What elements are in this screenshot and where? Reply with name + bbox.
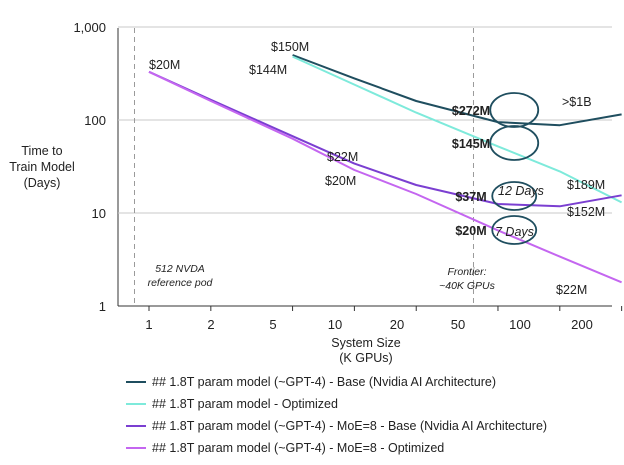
x-tick-label: 100 bbox=[509, 317, 531, 332]
highlight-circles bbox=[489, 92, 540, 245]
data-label-highlight: $37M bbox=[455, 190, 486, 204]
data-label: $20M bbox=[325, 174, 356, 188]
duration-label: 7 Days bbox=[495, 225, 534, 239]
data-label: $150M bbox=[271, 40, 309, 54]
series-lines bbox=[148, 54, 623, 284]
x-tick-label: 20 bbox=[390, 317, 404, 332]
x-tick-label: 10 bbox=[328, 317, 342, 332]
series-line bbox=[292, 55, 623, 204]
x-tick-label: 1 bbox=[145, 317, 152, 332]
series-line bbox=[292, 54, 622, 127]
x-tick-label: 2 bbox=[207, 317, 214, 332]
y-axis-title-line: (Days) bbox=[24, 176, 61, 190]
highlight-circle bbox=[489, 92, 540, 128]
data-label: >$1B bbox=[562, 95, 592, 109]
y-axis-title-line: Time to bbox=[21, 144, 62, 158]
legend: ## 1.8T param model (~GPT-4) - Base (Nvi… bbox=[126, 375, 547, 455]
y-tick-label: 1 bbox=[99, 299, 106, 314]
legend-label: ## 1.8T param model (~GPT-4) - MoE=8 - B… bbox=[152, 419, 547, 433]
y-tick-label: 10 bbox=[92, 206, 106, 221]
x-tick-label: 200 bbox=[571, 317, 593, 332]
x-axis-title-line: System Size bbox=[331, 336, 401, 350]
data-label: $22M bbox=[327, 150, 358, 164]
duration-label: 12 Days bbox=[498, 184, 544, 198]
reference-note: reference pod bbox=[148, 277, 214, 289]
data-label: $22M bbox=[556, 283, 587, 297]
reference-note: 512 NVDA bbox=[155, 263, 205, 275]
data-label-highlight: $145M bbox=[452, 137, 490, 151]
data-label: $144M bbox=[249, 63, 287, 77]
data-label-highlight: $272M bbox=[452, 104, 490, 118]
y-tick-label: 100 bbox=[84, 113, 106, 128]
reference-note: Frontier: bbox=[447, 266, 486, 278]
y-tick-label: 1,000 bbox=[73, 20, 106, 35]
x-tick-label: 5 bbox=[269, 317, 276, 332]
data-label: $189M bbox=[567, 178, 605, 192]
y-axis-title-line: Train Model bbox=[9, 160, 75, 174]
highlight-circle bbox=[491, 215, 538, 245]
legend-label: ## 1.8T param model (~GPT-4) - MoE=8 - O… bbox=[152, 441, 444, 455]
legend-label: ## 1.8T param model (~GPT-4) - Base (Nvi… bbox=[152, 375, 496, 389]
x-axis-title-line: (K GPUs) bbox=[339, 351, 392, 365]
data-label: $152M bbox=[567, 205, 605, 219]
gridlines bbox=[118, 26, 623, 311]
data-label: $20M bbox=[149, 58, 180, 72]
highlight-circle bbox=[491, 181, 538, 211]
series-line bbox=[148, 70, 622, 208]
reference-note: ~40K GPUs bbox=[439, 280, 495, 292]
highlight-circle bbox=[489, 125, 540, 161]
legend-label: ## 1.8T param model - Optimized bbox=[152, 397, 338, 411]
x-tick-label: 50 bbox=[451, 317, 465, 332]
reference-lines bbox=[134, 28, 474, 306]
series-line bbox=[148, 70, 622, 284]
data-label-highlight: $20M bbox=[455, 224, 486, 238]
